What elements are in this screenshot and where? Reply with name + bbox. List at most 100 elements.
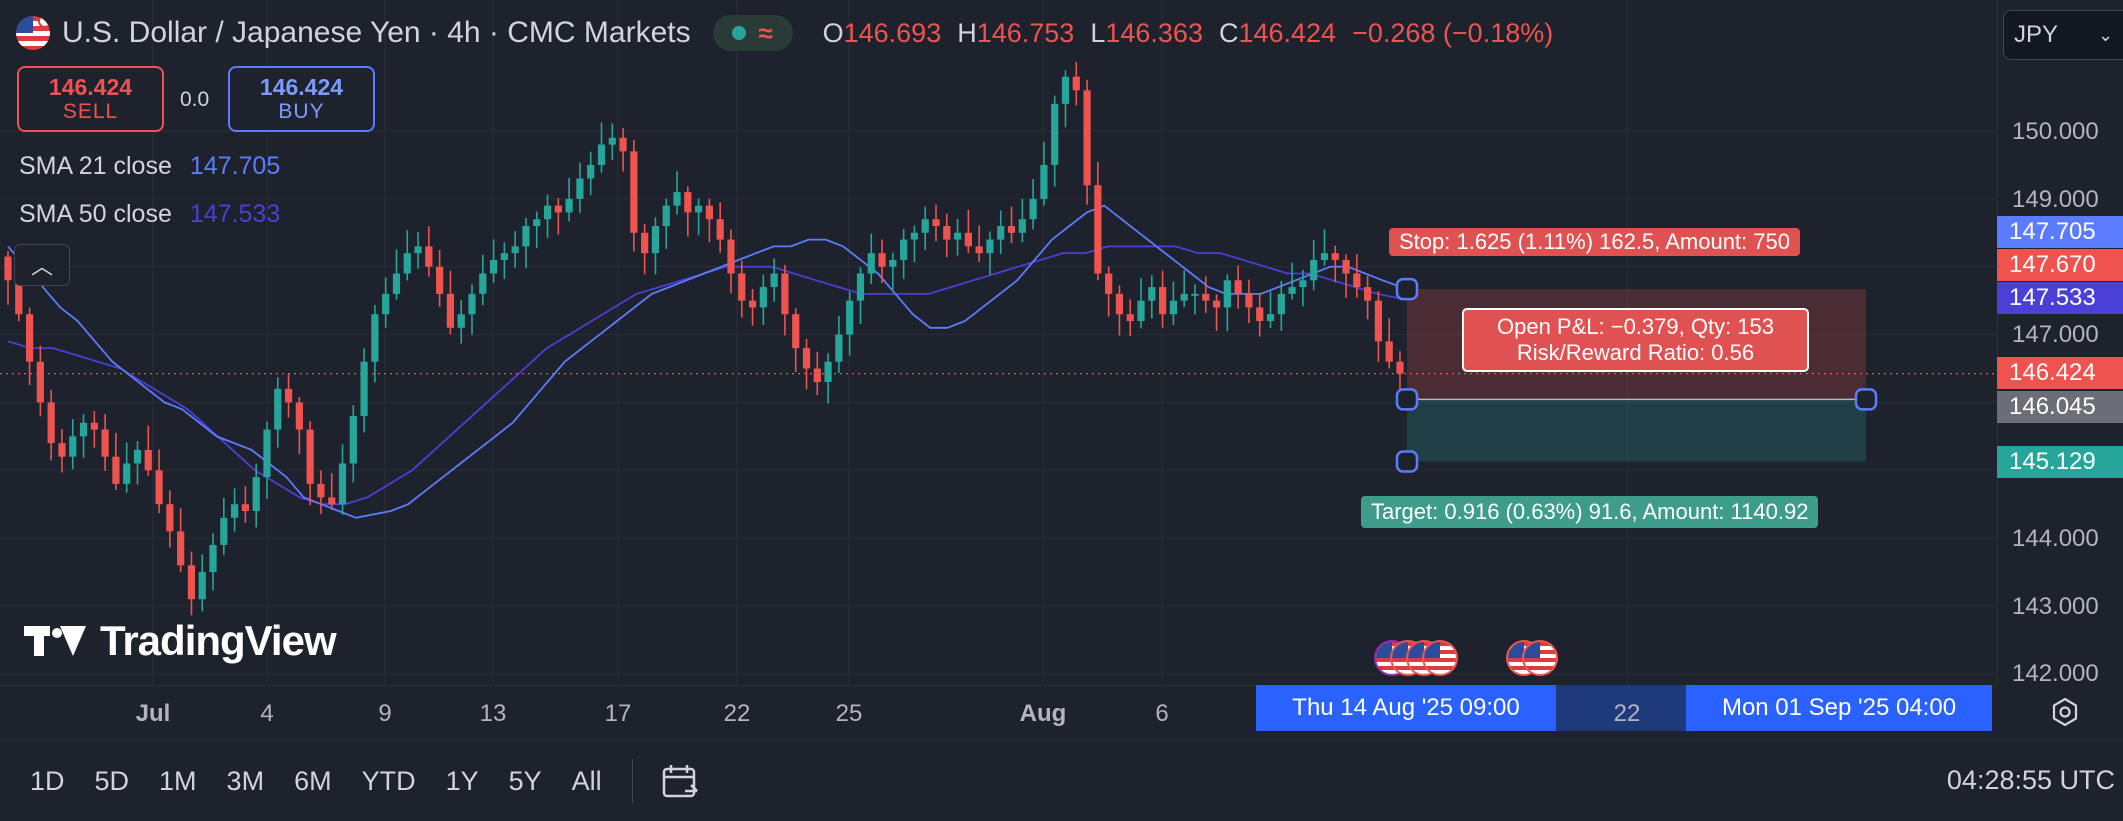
candle-body [1137, 300, 1145, 321]
time-tick: Jul [135, 700, 171, 727]
candle-body [619, 137, 627, 152]
wave-icon: ≈ [758, 17, 773, 48]
currency-selector[interactable]: JPY ⌄ [2003, 10, 2123, 60]
candle-body [457, 314, 465, 328]
candle-body [695, 205, 703, 213]
candle-body [328, 497, 336, 505]
candle-body [15, 280, 23, 315]
candle-body [231, 504, 239, 518]
candle-body [1212, 300, 1221, 308]
candle-body [90, 422, 98, 430]
candle-body [1374, 300, 1383, 342]
range-3m[interactable]: 3M [226, 765, 265, 796]
spread-value: 0.0 [180, 88, 210, 111]
candle-body [1310, 259, 1318, 281]
candle-body [166, 504, 174, 532]
candle-body [1148, 287, 1156, 301]
chart-settings-icon[interactable] [2050, 697, 2080, 727]
candle-body [220, 517, 228, 545]
candle-body [198, 572, 206, 600]
candle-body [112, 456, 120, 484]
collapse-legend-button[interactable]: ︿ [14, 244, 70, 286]
candle-body [824, 361, 832, 383]
candle-body [1115, 293, 1124, 315]
candle-body [79, 422, 88, 437]
candle-body [533, 219, 541, 226]
candle-body [1083, 90, 1091, 186]
candle-body [425, 246, 433, 267]
utc-clock[interactable]: 04:28:55 UTC [1946, 765, 2115, 795]
price-tick: 144.000 [2012, 525, 2099, 552]
candle-body [177, 531, 185, 566]
candle-body [155, 470, 163, 505]
position-end-time: Mon 01 Sep '25 04:00 [1686, 685, 1992, 731]
candle-body [47, 402, 55, 444]
candle-body [910, 232, 919, 240]
candle-body [889, 259, 897, 267]
event-flag-icon[interactable] [1422, 640, 1458, 676]
candle-body [835, 334, 843, 362]
candle-body [856, 273, 865, 301]
go-to-date-calendar-icon[interactable] [659, 761, 699, 801]
candle-body [241, 504, 249, 511]
candle-body [1288, 287, 1296, 294]
candle-body [943, 225, 951, 240]
pnl-box[interactable]: Open P&L: −0.379, Qty: 153 Risk/Reward R… [1462, 308, 1809, 372]
position-handle [1854, 388, 1878, 411]
target-label[interactable]: Target: 0.916 (0.63%) 91.6, Amount: 1140… [1361, 496, 1819, 528]
candle-body [716, 219, 724, 240]
indicator-sma21[interactable]: SMA 21 close 147.705 [19, 152, 280, 181]
range-5d[interactable]: 5D [94, 765, 130, 796]
high-value: 146.753 [976, 17, 1075, 48]
time-tick: 22 [723, 700, 751, 727]
range-1d[interactable]: 1D [30, 765, 65, 796]
range-ytd[interactable]: YTD [361, 765, 416, 796]
candle-body [101, 429, 109, 457]
candle-body [295, 402, 303, 430]
sell-button[interactable]: 146.424 SELL [17, 66, 164, 132]
range-6m[interactable]: 6M [294, 765, 332, 796]
symbol-title[interactable]: U.S. Dollar / Japanese Yen · 4h · CMC Ma… [62, 16, 691, 49]
sell-label: SELL [62, 100, 119, 123]
event-flag-icon[interactable] [1522, 640, 1558, 676]
candle-body [274, 388, 282, 430]
candle-body [511, 246, 519, 254]
range-1y[interactable]: 1Y [445, 765, 479, 796]
candle-body [338, 463, 347, 505]
time-tick: 4 [260, 700, 274, 727]
position-handle [1395, 450, 1419, 473]
candle-body [306, 429, 314, 484]
candle-body [1245, 293, 1253, 308]
price-tick: 143.000 [2012, 593, 2099, 620]
risk-reward-line: Risk/Reward Ratio: 0.56 [1516, 340, 1755, 365]
candle-body [123, 463, 131, 484]
price-axis[interactable] [1997, 0, 2123, 685]
sma50-price-tag: 147.533 [1997, 282, 2123, 314]
indicator-value: 147.533 [189, 200, 281, 228]
market-status-pill[interactable]: ≈ [712, 15, 793, 51]
time-tick: 22 [1613, 700, 1641, 727]
buy-button[interactable]: 146.424 BUY [228, 66, 375, 132]
indicator-sma50[interactable]: SMA 50 close 147.533 [19, 200, 280, 229]
candle-body [684, 192, 692, 213]
stop-label[interactable]: Stop: 1.625 (1.11%) 162.5, Amount: 750 [1389, 228, 1800, 256]
candle-body [748, 300, 757, 308]
range-all[interactable]: All [571, 765, 602, 796]
candle-body [1396, 361, 1404, 374]
range-1m[interactable]: 1M [159, 765, 197, 796]
sell-price: 146.424 [48, 74, 133, 100]
candle-body [781, 273, 789, 315]
range-5y[interactable]: 5Y [508, 765, 542, 796]
candle-body [792, 314, 800, 349]
candle-body [846, 300, 854, 335]
chevron-down-icon: ⌄ [2098, 24, 2114, 45]
candle-body [932, 219, 940, 226]
market-open-dot-icon [732, 26, 747, 40]
usd-jpy-flag-icon [16, 16, 50, 50]
time-axis[interactable] [0, 685, 1997, 741]
candle-body [900, 239, 908, 260]
candle-body [144, 449, 152, 471]
candle-body [565, 198, 573, 213]
candle-body [1342, 259, 1350, 274]
change-value: −0.268 (−0.18%) [1352, 17, 1554, 48]
